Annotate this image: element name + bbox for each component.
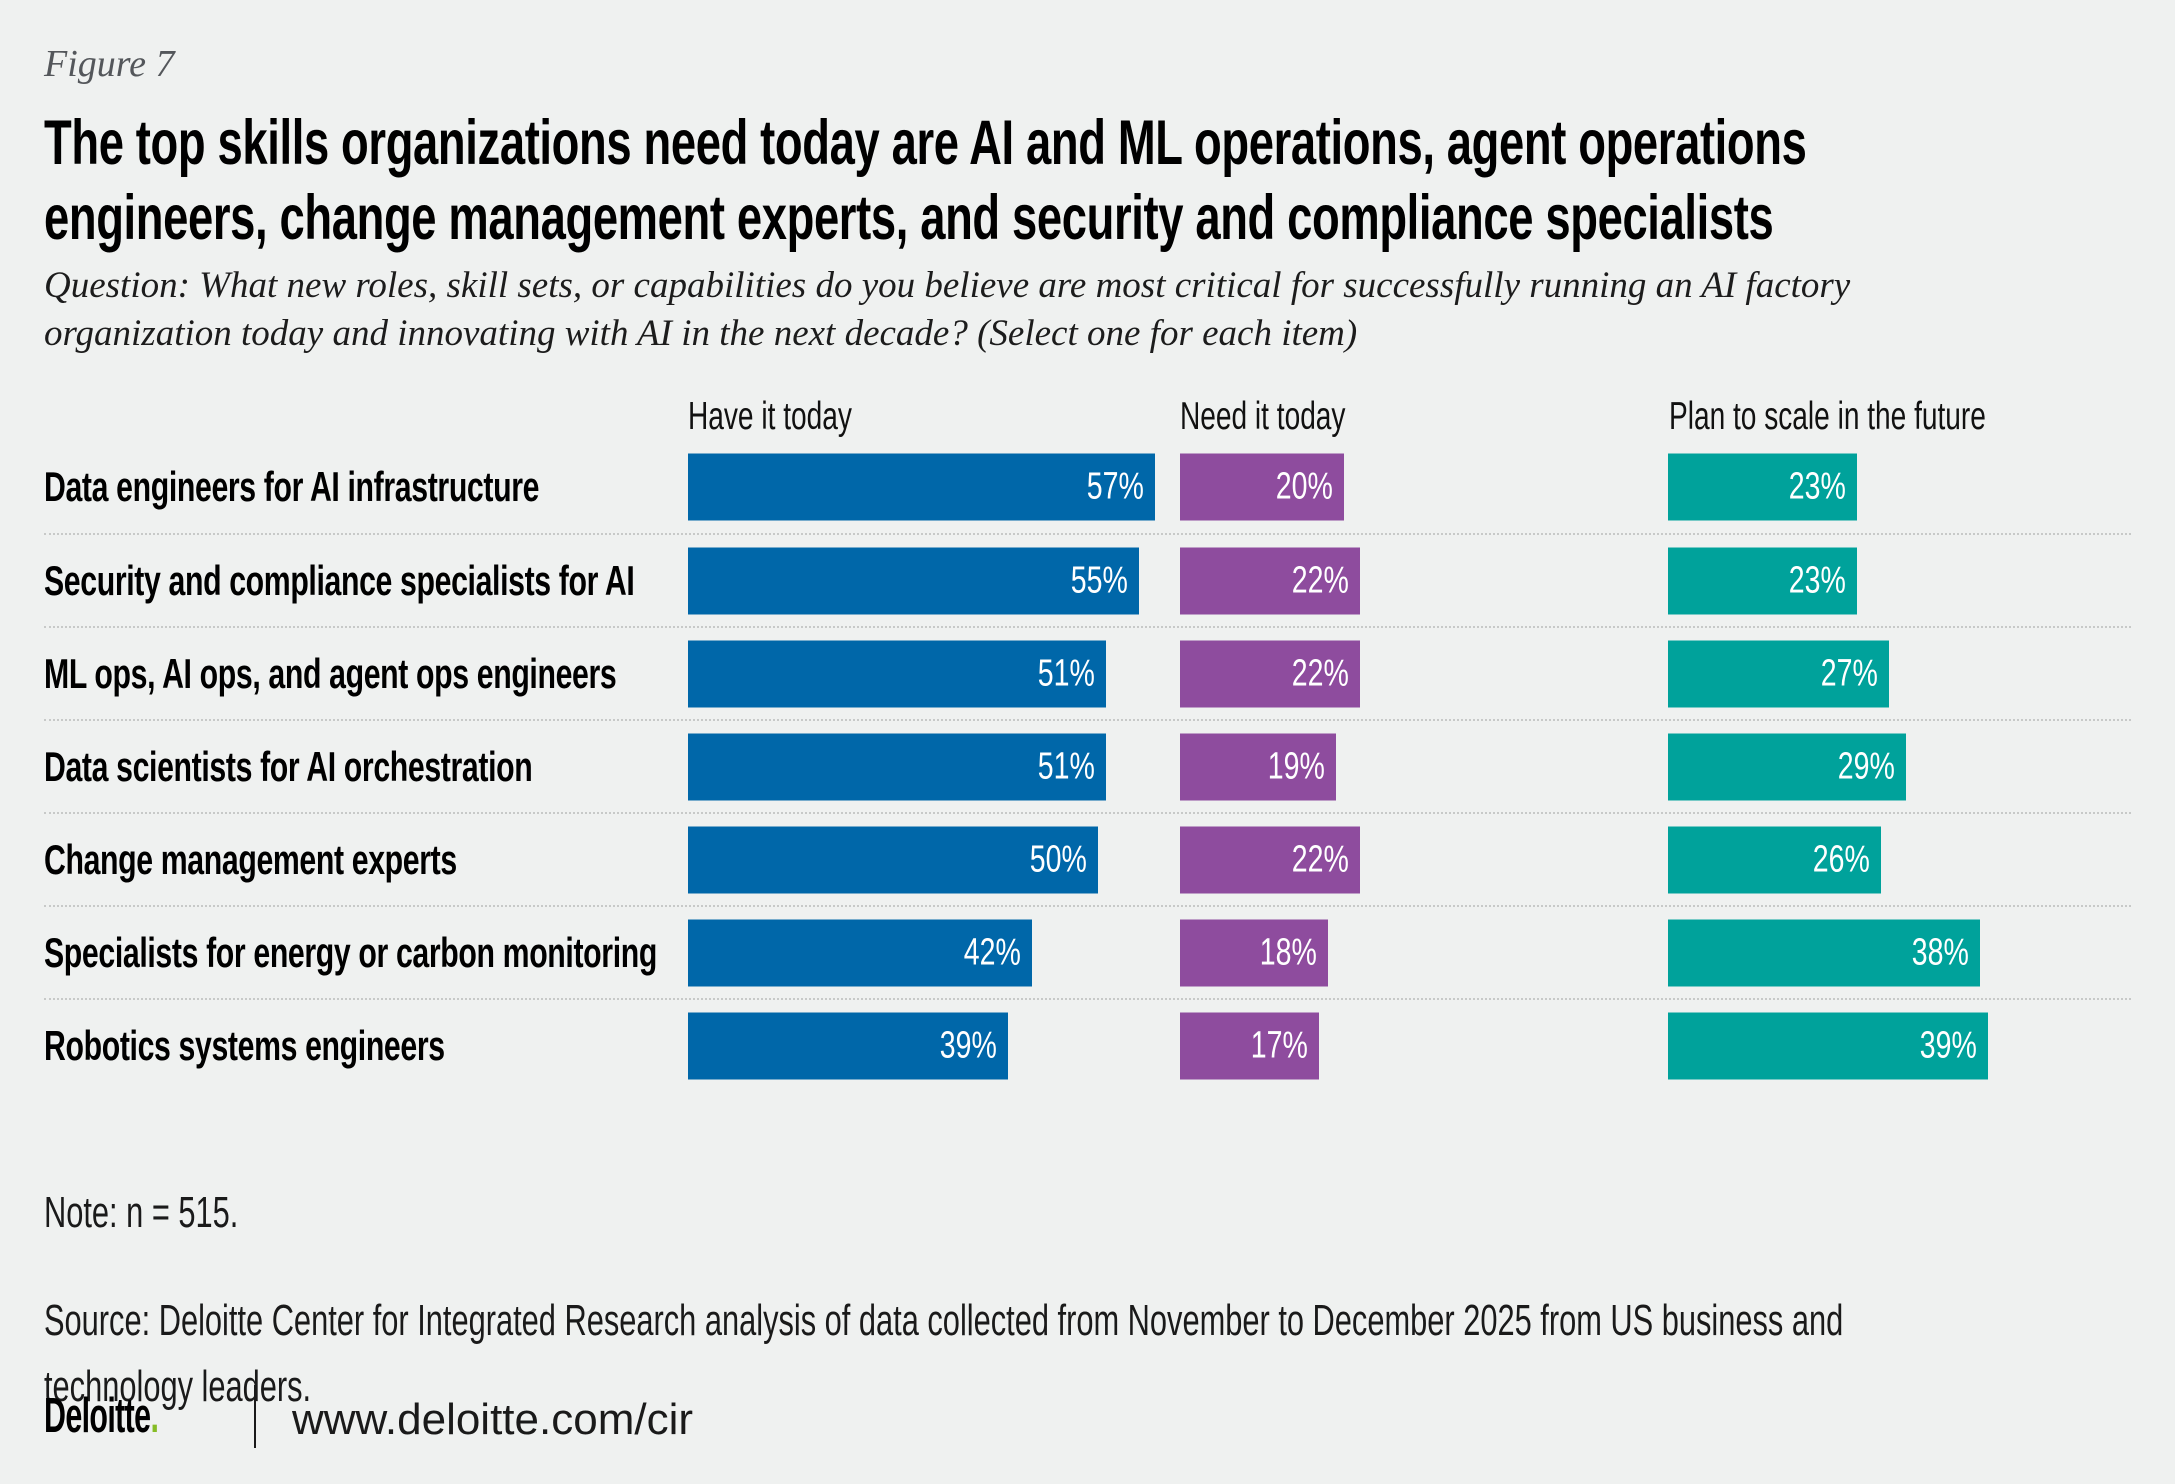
bar-need-it-today: 19%	[1180, 733, 1336, 800]
bar-value-label: 51%	[1037, 652, 1095, 695]
bar-plan-to-scale-in-the-future: 26%	[1668, 826, 1881, 893]
column-header-plan-to-scale: Plan to scale in the future	[1669, 395, 1986, 438]
bar-have-it-today: 42%	[688, 919, 1032, 986]
bar-have-it-today: 57%	[688, 453, 1155, 520]
chart-row: ML ops, AI ops, and agent ops engineers 5…	[44, 626, 2131, 719]
bar-have-it-today: 39%	[688, 1012, 1008, 1079]
bar-value-label: 51%	[1037, 745, 1095, 788]
row-label: Data scientists for AI orchestration	[44, 742, 533, 790]
bar-value-label: 22%	[1291, 652, 1349, 695]
row-label: Data engineers for AI infrastructure	[44, 462, 540, 510]
footer-divider	[254, 1385, 256, 1448]
row-label: ML ops, AI ops, and agent ops engineers	[44, 649, 617, 697]
footer-url: www.deloitte.com/cir	[292, 1395, 694, 1444]
chart-row: Data engineers for AI infrastructure 57% 2…	[44, 440, 2131, 533]
bar-value-label: 20%	[1275, 465, 1333, 508]
bar-plan-to-scale-in-the-future: 27%	[1668, 640, 1889, 707]
bar-value-label: 17%	[1250, 1024, 1308, 1067]
figure-label: Figure 7	[44, 43, 175, 85]
bar-plan-to-scale-in-the-future: 23%	[1668, 547, 1857, 614]
bar-have-it-today: 51%	[688, 733, 1106, 800]
bar-have-it-today: 50%	[688, 826, 1098, 893]
bar-value-label: 42%	[963, 931, 1021, 974]
bar-value-label: 39%	[1919, 1024, 1977, 1067]
row-label: Robotics systems engineers	[44, 1021, 445, 1069]
bar-value-label: 19%	[1267, 745, 1325, 788]
chart-row: Data scientists for AI orchestration 51% 1…	[44, 719, 2131, 812]
bar-plan-to-scale-in-the-future: 29%	[1668, 733, 1906, 800]
deloitte-logo: Deloitte.	[44, 1389, 159, 1443]
bar-have-it-today: 55%	[688, 547, 1139, 614]
row-label: Change management experts	[44, 835, 457, 883]
bar-need-it-today: 22%	[1180, 640, 1360, 707]
bar-need-it-today: 20%	[1180, 453, 1344, 520]
bar-value-label: 29%	[1837, 745, 1895, 788]
row-label: Specialists for energy or carbon monitor…	[44, 928, 657, 976]
chart-row: Specialists for energy or carbon monitor…	[44, 905, 2131, 998]
bar-value-label: 50%	[1029, 838, 1087, 881]
figure-title: The top skills organizations need today …	[44, 108, 1807, 253]
bar-need-it-today: 17%	[1180, 1012, 1319, 1079]
bar-value-label: 55%	[1070, 559, 1128, 602]
deloitte-logo-text: Deloitte	[44, 1389, 151, 1443]
bar-plan-to-scale-in-the-future: 23%	[1668, 453, 1857, 520]
chart-source: Source: Deloitte Center for Integrated R…	[44, 1296, 1844, 1411]
bar-value-label: 23%	[1788, 465, 1846, 508]
bar-value-label: 38%	[1911, 931, 1969, 974]
bar-need-it-today: 22%	[1180, 826, 1360, 893]
bar-value-label: 22%	[1291, 838, 1349, 881]
chart-note: Note: n = 515.	[44, 1188, 239, 1237]
chart-row: Robotics systems engineers 39% 17% 39%	[44, 998, 2131, 1091]
row-label: Security and compliance specialists for …	[44, 556, 635, 604]
column-header-have-it-today: Have it today	[688, 395, 852, 438]
bar-value-label: 22%	[1291, 559, 1349, 602]
bar-need-it-today: 18%	[1180, 919, 1328, 986]
bar-need-it-today: 22%	[1180, 547, 1360, 614]
chart-row: Change management experts 50% 22% 26%	[44, 812, 2131, 905]
bar-value-label: 39%	[939, 1024, 997, 1067]
bar-chart: Data engineers for AI infrastructure 57% 2…	[44, 440, 2131, 1091]
bar-value-label: 27%	[1820, 652, 1878, 695]
bar-plan-to-scale-in-the-future: 38%	[1668, 919, 1980, 986]
column-header-need-it-today: Need it today	[1180, 395, 1346, 438]
bar-have-it-today: 51%	[688, 640, 1106, 707]
bar-value-label: 23%	[1788, 559, 1846, 602]
deloitte-logo-dot: .	[150, 1389, 159, 1443]
bar-value-label: 18%	[1259, 931, 1317, 974]
bar-value-label: 57%	[1086, 465, 1144, 508]
bar-plan-to-scale-in-the-future: 39%	[1668, 1012, 1988, 1079]
survey-question: Question: What new roles, skill sets, or…	[44, 265, 1851, 354]
chart-row: Security and compliance specialists for …	[44, 533, 2131, 626]
bar-value-label: 26%	[1812, 838, 1870, 881]
